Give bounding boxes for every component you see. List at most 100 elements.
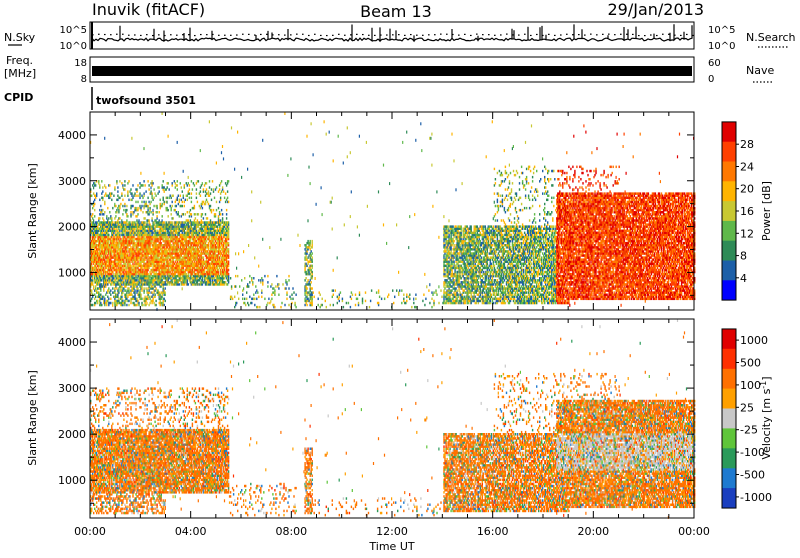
nsearch-dot	[542, 35, 544, 36]
echo-cell	[164, 298, 165, 300]
echo-cell	[109, 211, 110, 213]
freq-tick-top: 18	[74, 58, 87, 69]
echo-cell	[137, 213, 138, 215]
echo-cell	[271, 283, 272, 285]
echo-cell	[208, 244, 209, 246]
echo-cell	[102, 209, 103, 211]
echo-cell	[226, 184, 227, 186]
nsearch-dot	[386, 34, 388, 35]
echo-cell	[185, 213, 186, 215]
echo-cell	[161, 285, 162, 287]
echo-cell	[221, 180, 222, 182]
echo-cell	[131, 192, 132, 194]
echo-cell	[136, 277, 137, 279]
nsearch-dot	[152, 35, 154, 36]
echo-cell	[139, 197, 140, 199]
echo-cell	[128, 304, 129, 306]
echo-cell	[151, 192, 152, 194]
nsearch-tick-top: 10^5	[708, 25, 735, 36]
echo-cell	[143, 201, 144, 203]
echo-cell	[195, 217, 196, 219]
echo-cell	[223, 228, 224, 230]
echo-cell	[95, 236, 96, 238]
echo-cell	[312, 287, 313, 289]
echo-cell	[238, 252, 239, 255]
nsearch-dot	[644, 35, 646, 36]
freq-tick-bottom: 8	[81, 74, 87, 85]
echo-cell	[105, 192, 106, 194]
echo-cell	[156, 211, 157, 213]
nsearch-dot	[692, 35, 694, 36]
station-title: Inuvik (fitACF)	[92, 0, 205, 19]
echo-cell	[94, 182, 95, 184]
nsearch-dot	[668, 34, 670, 35]
echo-cell	[175, 182, 176, 184]
echo-cell	[102, 261, 103, 263]
echo-cell	[308, 300, 309, 302]
echo-cell	[183, 197, 184, 199]
echo-cell	[125, 285, 126, 287]
echo-cell	[116, 180, 117, 182]
nsearch-dot	[122, 34, 124, 35]
echo-cell	[97, 302, 98, 304]
echo-cell	[247, 283, 248, 285]
nsearch-dot	[320, 35, 322, 36]
echo-cell	[171, 197, 172, 199]
echo-cell	[286, 291, 287, 293]
echo-cell	[144, 184, 145, 186]
echo-cell	[211, 209, 212, 211]
echo-cell	[92, 184, 93, 186]
echo-cell	[112, 221, 113, 223]
echo-cell	[112, 287, 113, 289]
echo-cell	[204, 269, 205, 271]
echo-cell	[244, 277, 245, 279]
echo-cell	[139, 192, 140, 194]
nsearch-dot	[590, 34, 592, 35]
echo-cell	[216, 209, 217, 211]
echo-cell	[226, 209, 227, 211]
echo-cell	[260, 279, 261, 281]
echo-cell	[110, 289, 111, 291]
echo-cell	[186, 182, 187, 184]
echo-cell	[183, 267, 184, 269]
echo-cell	[244, 298, 245, 300]
echo-cell	[228, 273, 229, 275]
echo-cell	[133, 246, 134, 248]
echo-cell	[131, 267, 132, 269]
echo-cell	[107, 207, 108, 209]
echo-cell	[143, 192, 144, 194]
echo-cell	[111, 217, 112, 219]
echo-cell	[139, 205, 140, 207]
echo-cell	[198, 244, 199, 246]
echo-cell	[134, 250, 135, 252]
nsearch-dot	[608, 34, 610, 35]
echo-cell	[130, 211, 131, 213]
echo-cell	[117, 250, 118, 252]
echo-cell	[235, 285, 236, 287]
echo-cell	[285, 287, 286, 289]
nsearch-dot	[440, 34, 442, 35]
echo-cell	[312, 300, 313, 302]
nsearch-dot	[380, 34, 382, 35]
echo-cell	[225, 201, 226, 203]
echo-cell	[156, 217, 157, 219]
echo-cell	[150, 201, 151, 203]
echo-cell	[220, 250, 221, 252]
echo-cell	[207, 250, 208, 252]
echo-cell	[193, 182, 194, 184]
echo-cell	[306, 287, 307, 289]
nsearch-dot	[446, 34, 448, 35]
nsky-tick-bottom: 10^0	[60, 41, 87, 52]
echo-cell	[116, 211, 117, 213]
echo-cell	[281, 302, 282, 304]
echo-cell	[169, 197, 170, 199]
echo-cell	[194, 207, 195, 209]
echo-cell	[139, 182, 140, 184]
echo-cell	[126, 294, 127, 296]
echo-cell	[295, 294, 296, 296]
nsearch-dot	[422, 35, 424, 36]
echo-cell	[178, 203, 179, 205]
echo-cell	[136, 188, 137, 190]
echo-cell	[102, 186, 103, 188]
echo-cell	[261, 277, 262, 279]
